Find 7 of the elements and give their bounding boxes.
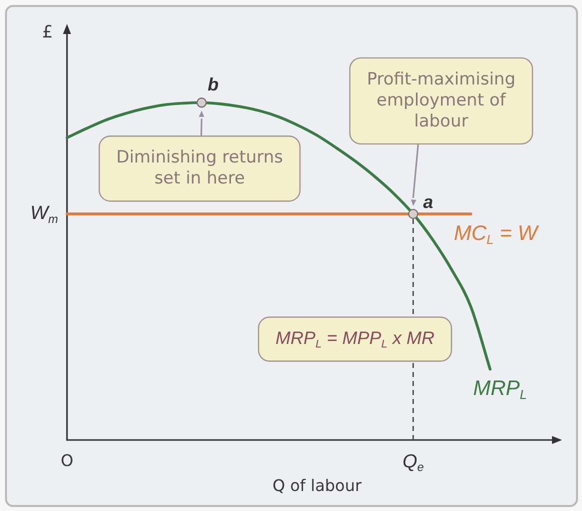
annotation: b: [208, 74, 219, 95]
annotation: Profit-maximising employment of labour: [366, 69, 516, 132]
x-axis-title: Q of labour: [272, 476, 362, 496]
x-tick-label: O: [60, 451, 74, 470]
annotation: Diminishing returns set in here: [116, 148, 284, 189]
annotation: a: [423, 192, 434, 212]
y-axis-title: £: [42, 22, 54, 42]
